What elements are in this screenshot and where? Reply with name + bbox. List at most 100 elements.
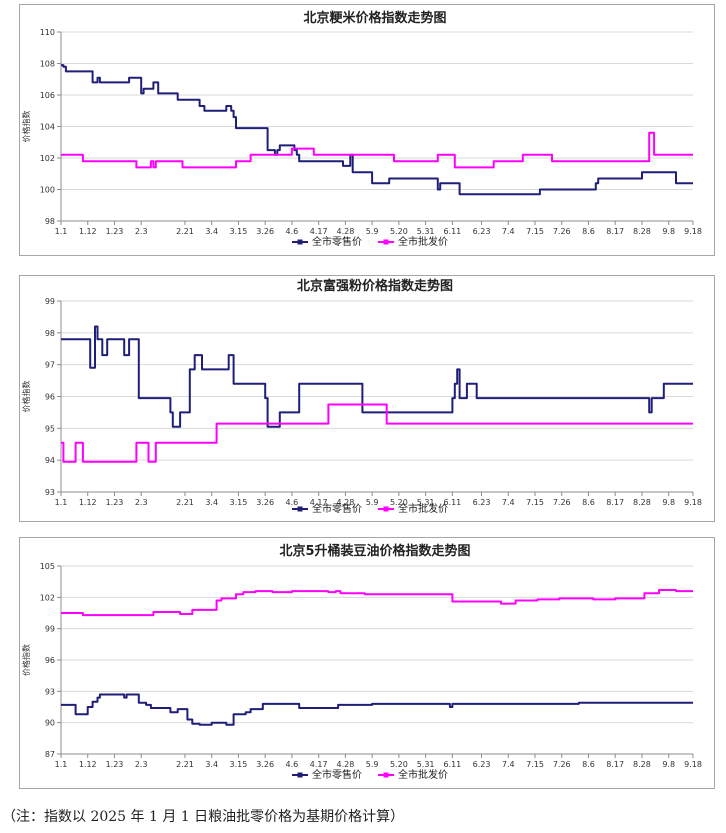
x-tick-label: 7.26 [553, 498, 571, 507]
x-tick-label: 8.17 [606, 227, 624, 236]
x-tick-label: 2.3 [135, 498, 148, 507]
x-tick-label: 7.4 [502, 760, 515, 769]
legend-item-retail: 全市零售价 [292, 235, 362, 248]
legend-label: 全市零售价 [312, 502, 362, 515]
x-tick-label: 8.17 [606, 498, 624, 507]
y-tick-label: 96 [45, 656, 55, 665]
legend-label: 全市批发价 [398, 235, 448, 248]
y-tick-label: 98 [45, 329, 55, 338]
flour-chart-panel: 北京富强粉价格指数走势图 价格指数 93 94 95 96 97 98 99 1.1 1.12 1.2… [19, 275, 715, 522]
series-line-wholesale [61, 131, 693, 169]
legend-label: 全市零售价 [312, 768, 362, 781]
x-tick-label: 1.23 [106, 227, 124, 236]
x-tick-label: 3.4 [205, 227, 218, 236]
legend-label: 全市批发价 [398, 502, 448, 515]
x-tick-label: 8.6 [582, 227, 595, 236]
series-line-wholesale [61, 403, 693, 463]
series-line-retail [61, 325, 693, 428]
x-tick-label: 9.18 [684, 760, 702, 769]
x-tick-label: 8.28 [633, 227, 651, 236]
x-tick-label: 3.4 [205, 498, 218, 507]
x-tick-label: 3.4 [205, 760, 218, 769]
y-axis-label: 价格指数 [21, 644, 31, 676]
legend-item-retail: 全市零售价 [292, 768, 362, 781]
x-tick-label: 4.17 [310, 498, 328, 507]
legend-label: 全市批发价 [398, 768, 448, 781]
x-tick-label: 7.4 [502, 498, 515, 507]
x-tick-label: 1.12 [79, 498, 97, 507]
y-tick-label: 100 [40, 186, 55, 195]
x-tick-label: 5.9 [366, 227, 379, 236]
x-tick-label: 6.11 [443, 227, 461, 236]
x-tick-label: 3.26 [256, 760, 274, 769]
x-tick-label: 8.17 [606, 760, 624, 769]
x-tick-label: 3.26 [256, 498, 274, 507]
x-tick-label: 1.12 [79, 760, 97, 769]
x-tick-label: 2.21 [176, 227, 194, 236]
x-tick-label: 1.23 [106, 760, 124, 769]
x-tick-label: 6.11 [443, 498, 461, 507]
soybean-oil-chart-panel: 北京5升桶装豆油价格指数走势图 价格指数 87 90 93 96 99 102 105 1.1 1.… [19, 537, 715, 789]
x-tick-label: 1.23 [106, 498, 124, 507]
series-line-retail [61, 693, 693, 726]
x-tick-label: 9.18 [684, 498, 702, 507]
x-tick-label: 4.17 [310, 227, 328, 236]
x-tick-label: 2.3 [135, 760, 148, 769]
rice-chart-panel: 北京粳米价格指数走势图 价格指数 98 100 102 104 106 108 110 1.1 1.… [19, 4, 715, 256]
x-tick-label: 9.8 [662, 227, 675, 236]
y-tick-label: 90 [45, 719, 55, 728]
x-tick-label: 1.1 [55, 227, 68, 236]
x-tick-label: 1.1 [55, 498, 68, 507]
y-tick-label: 105 [40, 562, 55, 571]
y-axis-label: 价格指数 [21, 111, 31, 143]
legend-marker [383, 239, 389, 245]
x-tick-label: 7.26 [553, 227, 571, 236]
x-tick-label: 2.21 [176, 498, 194, 507]
x-tick-label: 5.20 [390, 498, 408, 507]
x-tick-label: 5.20 [390, 227, 408, 236]
x-tick-label: 8.6 [582, 498, 595, 507]
x-tick-label: 3.15 [230, 227, 248, 236]
y-tick-label: 99 [45, 625, 55, 634]
x-tick-label: 7.15 [526, 227, 544, 236]
legend-label: 全市零售价 [312, 235, 362, 248]
legend-item-wholesale: 全市批发价 [378, 235, 448, 248]
x-tick-label: 4.28 [336, 760, 354, 769]
y-tick-label: 95 [45, 424, 55, 433]
x-tick-label: 4.6 [286, 498, 299, 507]
x-tick-label: 6.23 [473, 760, 491, 769]
y-tick-label: 96 [45, 393, 55, 402]
legend-marker [297, 239, 303, 245]
x-tick-label: 4.28 [336, 498, 354, 507]
chart-title: 北京粳米价格指数走势图 [303, 10, 446, 26]
x-tick-label: 1.12 [79, 227, 97, 236]
x-tick-label: 8.6 [582, 760, 595, 769]
y-tick-label: 98 [45, 217, 55, 226]
x-tick-label: 7.26 [553, 760, 571, 769]
chart-title: 北京5升桶装豆油价格指数走势图 [279, 543, 470, 559]
x-tick-label: 5.9 [366, 498, 379, 507]
y-tick-label: 93 [45, 488, 55, 497]
x-tick-label: 3.26 [256, 227, 274, 236]
x-tick-label: 6.23 [473, 227, 491, 236]
y-tick-label: 94 [45, 456, 55, 465]
x-tick-label: 3.15 [230, 760, 248, 769]
x-tick-label: 7.15 [526, 760, 544, 769]
y-tick-label: 87 [45, 750, 55, 759]
y-tick-label: 99 [45, 297, 55, 306]
x-tick-label: 5.31 [417, 227, 435, 236]
x-tick-label: 4.28 [336, 227, 354, 236]
legend-marker [297, 772, 303, 778]
legend-item-wholesale: 全市批发价 [378, 502, 448, 515]
legend-marker [383, 772, 389, 778]
legend-item-wholesale: 全市批发价 [378, 768, 448, 781]
series-line-retail [61, 64, 693, 196]
legend-marker [383, 506, 389, 512]
y-axis-label: 价格指数 [21, 381, 31, 413]
x-tick-label: 4.17 [310, 760, 328, 769]
x-tick-label: 1.1 [55, 760, 68, 769]
x-tick-label: 5.31 [417, 760, 435, 769]
